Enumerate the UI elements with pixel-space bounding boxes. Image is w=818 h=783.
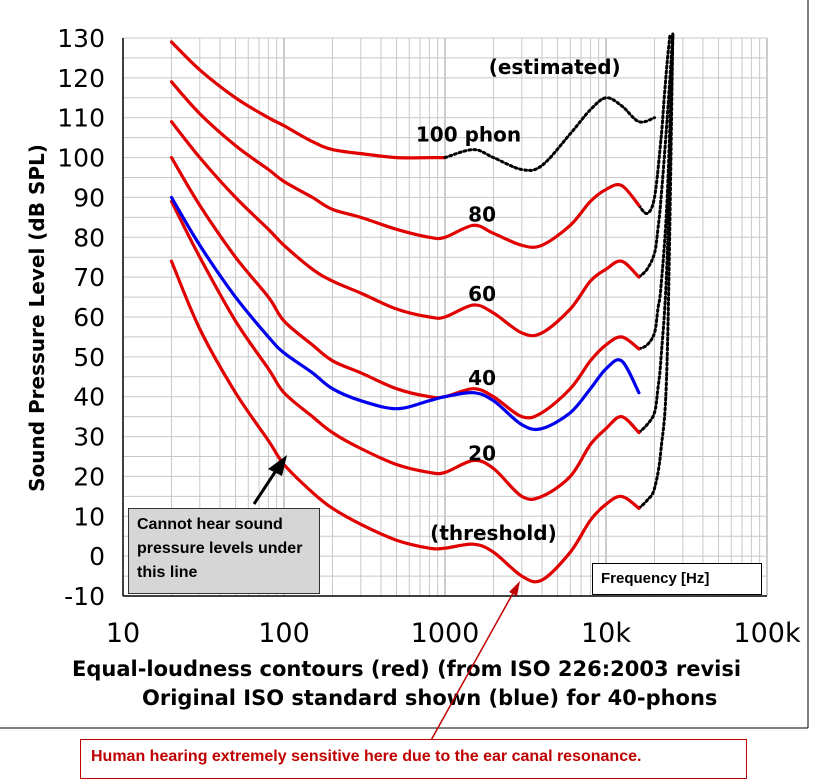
estimated-tail-line — [637, 32, 675, 279]
tick-labels: -10 0 10 20 30 40 50 60 70 80 90 100 110 120 130 10 100 1… — [57, 24, 801, 649]
y-axis-label: Sound Pressure Level (dB SPL) — [25, 144, 49, 492]
y-tick-label: 40 — [73, 383, 105, 412]
series-line-40-phon-original-iso — [169, 195, 641, 432]
contour-label: (estimated) — [489, 55, 621, 79]
y-tick-label: 30 — [73, 423, 105, 452]
y-tick-label: 10 — [73, 502, 105, 531]
series-line-20-phon — [169, 199, 641, 501]
x-tick-label: 1000 — [411, 618, 480, 649]
cannot-hear-arrow-head — [268, 455, 287, 476]
contour-label: (threshold) — [430, 521, 557, 545]
series-line-100-phon — [169, 40, 447, 160]
contour-label: 80 — [468, 202, 496, 226]
series-line-60-phon — [169, 120, 641, 338]
frequency-callout: Frequency [Hz] — [592, 563, 762, 595]
x-tick-label: 100 — [258, 618, 310, 649]
human-hearing-arrow-head — [509, 581, 520, 596]
contour-label: 40 — [468, 366, 496, 390]
y-tick-label: 0 — [89, 542, 105, 571]
y-tick-label: 130 — [57, 24, 105, 53]
x-tick-label: 10 — [106, 618, 140, 649]
contour-label: 60 — [468, 282, 496, 306]
y-tick-label: 50 — [73, 343, 105, 372]
axes — [122, 38, 767, 597]
y-tick-label: 90 — [73, 183, 105, 212]
y-tick-label: 110 — [57, 104, 105, 133]
x-tick-label: 10k — [581, 618, 631, 649]
y-tick-label: 60 — [73, 303, 105, 332]
contour-labels: (threshold) 20 40 60 80 100 phon (estimated) — [416, 55, 621, 545]
y-tick-label: -10 — [64, 582, 105, 611]
x-axis-label-line2: Original ISO standard shown (blue) for 4… — [142, 686, 717, 710]
y-tick-label: 70 — [73, 263, 105, 292]
estimated-tail-line — [637, 32, 675, 510]
series-line-100-phon-estimated — [443, 96, 656, 172]
series-line-threshold — [169, 259, 641, 584]
series — [169, 32, 675, 584]
y-tick-label: 120 — [57, 64, 105, 93]
ear-canal-resonance-callout: Human hearing extremely sensitive here d… — [80, 739, 747, 779]
series-line-80-phon — [169, 80, 641, 249]
estimated-tail-line — [637, 32, 672, 215]
y-tick-label: 100 — [57, 144, 105, 173]
x-tick-label: 100k — [733, 618, 801, 649]
contour-label: 100 phon — [416, 123, 521, 147]
human-hearing-arrow-shaft — [429, 585, 518, 743]
y-tick-label: 80 — [73, 223, 105, 252]
contour-label: 20 — [468, 441, 496, 465]
y-tick-label: 20 — [73, 462, 105, 491]
cannot-hear-callout: Cannot hear sound pressure levels under … — [128, 508, 320, 594]
x-axis-label-line1: Equal-loudness contours (red) (from ISO … — [72, 657, 741, 681]
